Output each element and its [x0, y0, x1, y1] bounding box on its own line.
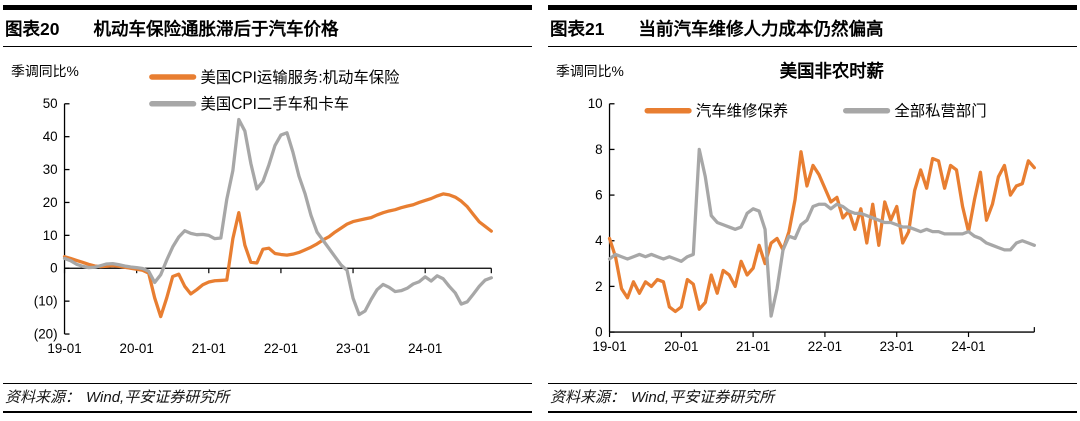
source-rule-top [548, 382, 1077, 384]
svg-text:全部私营部门: 全部私营部门 [894, 102, 986, 120]
svg-text:美国CPI二手车和卡车: 美国CPI二手车和卡车 [201, 95, 350, 113]
svg-text:0: 0 [50, 261, 57, 276]
svg-text:2: 2 [595, 279, 602, 294]
svg-text:(10): (10) [34, 294, 58, 309]
svg-text:美国CPI运输服务:机动车保险: 美国CPI运输服务:机动车保险 [201, 68, 401, 86]
svg-text:季调同比%: 季调同比% [11, 63, 79, 79]
svg-text:6: 6 [595, 188, 602, 203]
svg-text:24-01: 24-01 [408, 341, 442, 356]
svg-text:10: 10 [588, 96, 603, 111]
figure-label: 图表20 [5, 18, 60, 39]
svg-text:21-01: 21-01 [736, 339, 770, 354]
svg-text:23-01: 23-01 [880, 339, 914, 354]
source-text: Wind,平安证券研究所 [631, 389, 775, 406]
svg-text:20-01: 20-01 [120, 341, 154, 356]
panel-top-rule [548, 5, 1077, 10]
source-block: 资料来源： Wind,平安证券研究所 [548, 382, 1077, 413]
line-chart-wages: 10 8 6 4 2 019-01 20-01 21-01 22-01 23-01 24-01 季调同… [556, 61, 1036, 354]
svg-text:23-01: 23-01 [336, 341, 370, 356]
svg-text:(20): (20) [34, 327, 58, 342]
source-block: 资料来源： Wind,平安证券研究所 [3, 382, 532, 413]
svg-text:19-01: 19-01 [592, 339, 626, 354]
svg-text:4: 4 [595, 233, 603, 248]
svg-text:8: 8 [595, 142, 602, 157]
figure-label: 图表21 [550, 18, 605, 39]
header-rule [548, 45, 1077, 47]
svg-text:汽车维修保养: 汽车维修保养 [696, 102, 788, 120]
svg-text:40: 40 [43, 129, 58, 144]
svg-text:50: 50 [43, 96, 58, 111]
svg-text:0: 0 [595, 325, 602, 340]
svg-text:19-01: 19-01 [47, 341, 81, 356]
source-note: 资料来源： Wind,平安证券研究所 [548, 384, 1077, 411]
figure-panel-21: 图表21 当前汽车维修人力成本仍然偏高 10 8 6 4 2 0 19-01 20-01 21-… [548, 0, 1077, 413]
svg-text:21-01: 21-01 [192, 341, 226, 356]
source-rule-bottom [548, 411, 1077, 413]
svg-text:22-01: 22-01 [808, 339, 842, 354]
chart-nonfarm-hourly-wage: 10 8 6 4 2 0 19-01 20-01 21-01 22-01 23-01 24-01 季调同… [548, 49, 1077, 365]
source-prefix: 资料来源： [5, 389, 81, 406]
source-prefix: 资料来源： [550, 389, 626, 406]
figure-header: 图表20 机动车保险通胀滞后于汽车价格 [3, 10, 532, 46]
source-text: Wind,平安证券研究所 [86, 389, 230, 406]
source-rule-bottom [3, 411, 532, 413]
figure-caption: 当前汽车维修人力成本仍然偏高 [638, 18, 884, 39]
svg-text:美国非农时薪: 美国非农时薪 [780, 61, 884, 81]
header-rule [3, 45, 532, 47]
line-chart-cpi: 50 40 30 20 10 0 (10) (20)19-01 20-01 21-01 22-01 2… [11, 63, 493, 356]
svg-text:22-01: 22-01 [264, 341, 298, 356]
figure-caption: 机动车保险通胀滞后于汽车价格 [93, 18, 339, 39]
svg-text:季调同比%: 季调同比% [556, 63, 624, 79]
svg-text:20-01: 20-01 [664, 339, 698, 354]
svg-text:24-01: 24-01 [951, 339, 985, 354]
panel-top-rule [3, 5, 532, 10]
svg-text:10: 10 [43, 228, 58, 243]
source-note: 资料来源： Wind,平安证券研究所 [3, 384, 532, 411]
svg-text:20: 20 [43, 195, 58, 210]
source-rule-top [3, 382, 532, 384]
chart-motor-insurance-vs-used-cars: 50 40 30 20 10 0 (10) (20) 19-01 20-01 21-01 22-01 2… [3, 49, 532, 365]
figure-panel-20: 图表20 机动车保险通胀滞后于汽车价格 50 40 30 20 10 0 (10) (20) 1… [3, 0, 532, 413]
figure-header: 图表21 当前汽车维修人力成本仍然偏高 [548, 10, 1077, 46]
svg-text:30: 30 [43, 162, 58, 177]
